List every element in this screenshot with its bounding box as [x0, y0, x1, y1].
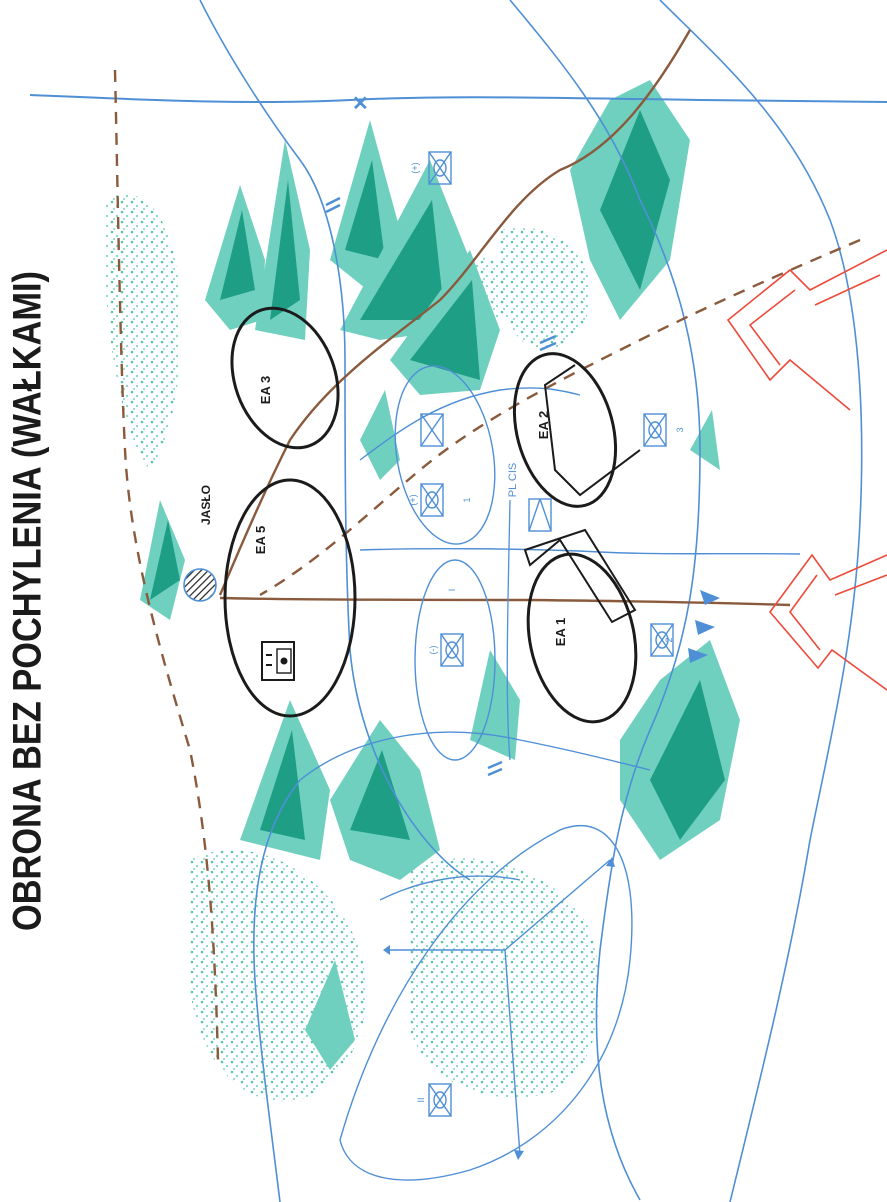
engagement-area-ea1: EA 1	[523, 528, 638, 724]
unit-symbol	[420, 413, 444, 447]
phase-line-pl-cis: PL CIS	[506, 463, 519, 761]
unit-number: 2	[664, 637, 674, 642]
unit-symbol	[528, 498, 552, 532]
unit-number: 3	[675, 427, 685, 432]
unit-number: 1	[462, 497, 472, 502]
engagement-areas: EA 5 EA 3 EA 2 EA 1	[223, 306, 641, 724]
ea3-label: EA 3	[258, 376, 273, 404]
unit-symbol	[643, 413, 667, 447]
crossing-marks: ✕	[325, 93, 557, 777]
ea5-label: EA 5	[253, 526, 268, 554]
town-jaslo-label: JASŁO	[199, 485, 213, 525]
svg-text:✕: ✕	[352, 93, 369, 115]
unit-symbol	[420, 483, 444, 517]
enemy-attack-arrows	[726, 249, 887, 691]
mountains	[140, 80, 740, 1070]
waterways-and-roads	[29, 0, 887, 1202]
obstacle-triangles	[688, 590, 720, 663]
phase-line-label: PL CIS	[507, 463, 519, 497]
unit-size-mark: (+)	[408, 494, 418, 505]
unit-annotations: (+) (+) (-) II 1 2 3 I	[408, 162, 685, 1102]
unit-symbol	[428, 151, 452, 185]
unit-size-mark: (+)	[410, 162, 420, 173]
engagement-area-ea5: EA 5	[223, 478, 357, 718]
unit-size-mark: I	[447, 589, 457, 592]
town-jaslo: JASŁO	[183, 485, 217, 602]
map-title-text: OBRONA BEZ POCHYLENIA (WAŁKAMI)	[6, 271, 50, 931]
unit-size-mark: (-)	[428, 646, 438, 655]
ea1-label: EA 1	[553, 618, 568, 646]
unit-symbol	[650, 623, 674, 657]
unit-symbols	[420, 151, 674, 1117]
unit-areas	[339, 365, 633, 1181]
engagement-area-ea3: EA 3	[230, 306, 340, 450]
map-title: OBRONA BEZ POCHYLENIA (WAŁKAMI)	[6, 271, 50, 931]
unit-size-mark: II	[416, 1097, 426, 1102]
ea2-label: EA 2	[536, 411, 551, 439]
unit-symbol	[440, 633, 464, 667]
engagement-area-ea2: EA 2	[512, 352, 641, 508]
unit-symbol	[428, 1083, 452, 1117]
